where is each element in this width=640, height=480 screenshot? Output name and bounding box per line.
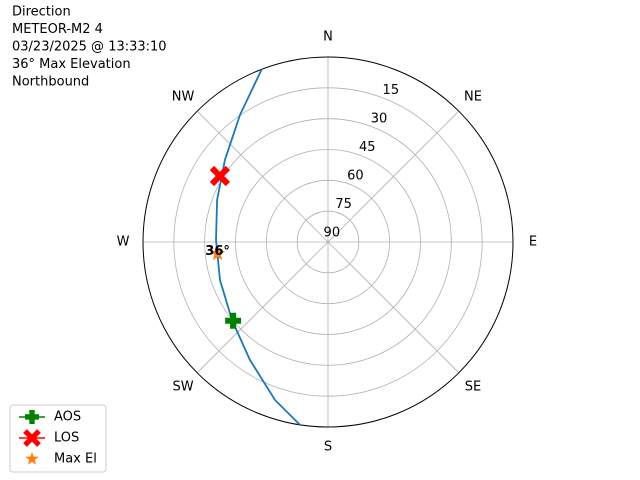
- theta-label: E: [529, 235, 537, 250]
- theta-label: NE: [464, 90, 482, 105]
- title-line: Direction: [12, 5, 71, 20]
- legend-marker: [25, 409, 39, 424]
- title-line: 36° Max Elevation: [12, 57, 131, 72]
- pass-track: [215, 68, 301, 426]
- marker-plus: [225, 312, 242, 329]
- r-tick-label: 90: [324, 225, 341, 240]
- r-tick-label: 60: [347, 168, 364, 183]
- marker-star: [210, 245, 226, 261]
- legend: AOS LOS Max El: [9, 404, 107, 473]
- legend-marker: [25, 452, 39, 465]
- legend-label: Max El: [54, 452, 97, 467]
- legend-label: AOS: [54, 410, 81, 425]
- title-line: METEOR-M2 4: [12, 22, 103, 37]
- polar-frame: [142, 56, 514, 428]
- r-tick-label: 30: [371, 111, 388, 126]
- r-tick-label: 75: [335, 197, 352, 212]
- theta-label: SW: [172, 379, 193, 394]
- grid-spoke: [327, 110, 460, 243]
- theta-label: SE: [465, 379, 481, 394]
- theta-label: N: [323, 30, 333, 45]
- grid-spoke: [327, 241, 460, 374]
- marker-x: [209, 165, 231, 187]
- theta-label: NW: [172, 90, 195, 105]
- theta-label: S: [324, 440, 332, 455]
- theta-label: W: [117, 235, 130, 250]
- value-label: 36°: [205, 244, 230, 259]
- grid-spoke: [196, 241, 329, 374]
- title-line: Northbound: [12, 75, 89, 90]
- grid-spoke: [196, 110, 329, 243]
- title-line: 03/23/2025 @ 13:33:10: [12, 40, 167, 55]
- legend-marker: [23, 429, 41, 447]
- r-tick-label: 45: [359, 140, 376, 155]
- r-tick-label: 15: [383, 83, 400, 98]
- legend-label: LOS: [54, 431, 79, 446]
